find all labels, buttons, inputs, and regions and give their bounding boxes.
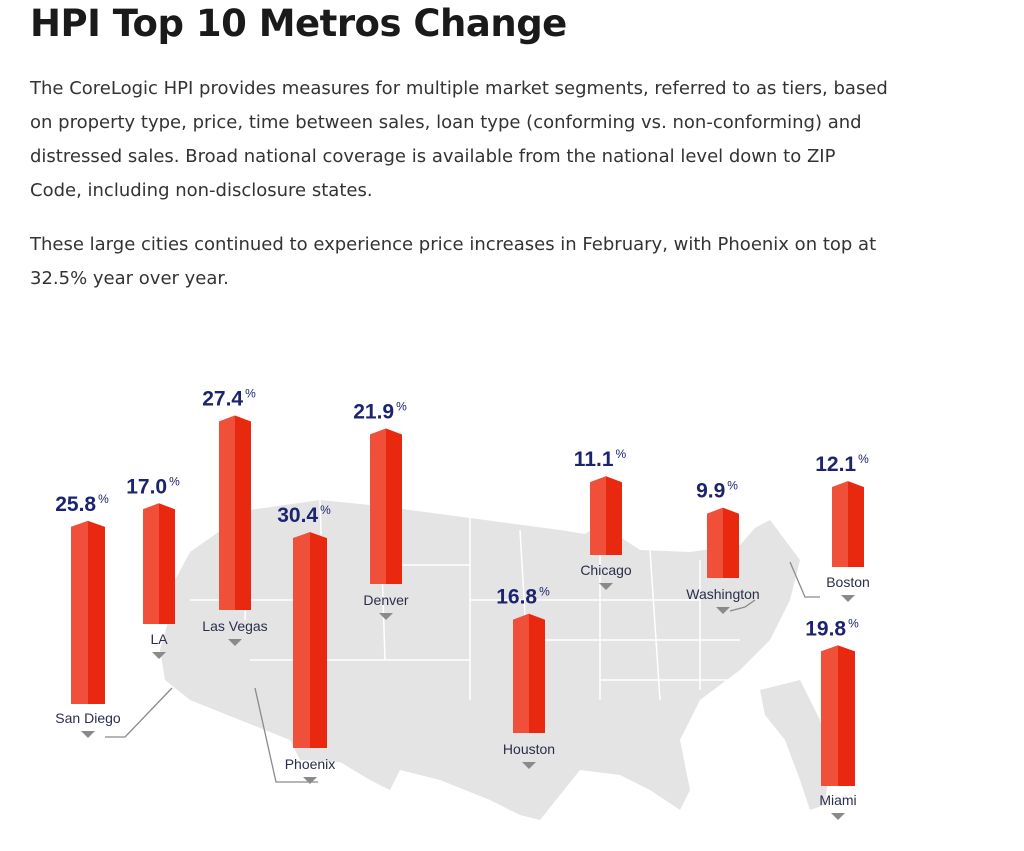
value-suffix: % xyxy=(858,452,869,466)
value-suffix: % xyxy=(848,616,859,630)
bar-washington: 9.9 % Washington xyxy=(686,479,760,614)
pointer-icon xyxy=(599,583,613,590)
bar-denver: 21.9 % Denver xyxy=(353,400,409,620)
bar-highlight xyxy=(71,520,88,704)
pointer-icon xyxy=(522,762,536,769)
intro-paragraph: The CoreLogic HPI provides measures for … xyxy=(30,78,888,201)
value-suffix: % xyxy=(98,492,109,506)
bar-las-vegas: 27.4 % Las Vegas xyxy=(202,386,268,646)
value-label: 11.1% xyxy=(574,447,627,471)
bar-highlight xyxy=(590,476,606,555)
pointer-icon xyxy=(831,813,845,820)
page-title: HPI Top 10 Metros Change xyxy=(30,2,567,45)
bar-miami: 19.8 % Miami xyxy=(805,616,859,820)
bar-highlight xyxy=(832,481,848,567)
pointer-icon xyxy=(841,595,855,602)
city-label: Phoenix xyxy=(285,756,336,772)
bar-highlight xyxy=(219,415,235,610)
value-label: 21.9% xyxy=(353,400,407,424)
city-label: LA xyxy=(150,631,168,647)
city-label: Las Vegas xyxy=(202,618,267,634)
pointer-icon xyxy=(303,777,317,784)
pointer-icon xyxy=(152,652,166,659)
city-label: Chicago xyxy=(580,562,632,578)
value-label: 17.0% xyxy=(126,474,180,498)
value-label: 30.4% xyxy=(277,503,331,527)
florida xyxy=(760,680,830,810)
pointer-icon xyxy=(379,613,393,620)
bar-boston: 12.1 % Boston xyxy=(815,452,870,602)
value-label: 27.4% xyxy=(202,386,256,410)
bar-highlight xyxy=(293,532,310,748)
value-label: 25.8% xyxy=(55,492,109,516)
value-suffix: % xyxy=(320,503,331,517)
value-suffix: % xyxy=(616,447,627,461)
metro-hpi-chart: 25.8 % San Diego 17.0 % LA 27.4 % Las Vegas 30.4%… xyxy=(55,386,870,820)
value-label: 12.1% xyxy=(815,452,869,476)
pointer-icon xyxy=(228,639,242,646)
value-suffix: % xyxy=(727,479,738,493)
bar-chicago: 11.1 % Chicago xyxy=(574,447,632,590)
city-label: Miami xyxy=(819,792,856,808)
bar-phoenix: 30.4 % Phoenix xyxy=(277,503,335,784)
bar-highlight xyxy=(513,613,529,733)
bar-la: 17.0 % LA xyxy=(126,474,180,659)
city-label: San Diego xyxy=(55,710,121,726)
value-suffix: % xyxy=(539,585,550,599)
bar-highlight xyxy=(821,645,838,786)
bar-highlight xyxy=(370,428,386,584)
bar-group: 25.8 % San Diego 17.0 % LA 27.4 % Las Vegas 30.4%… xyxy=(55,386,870,820)
summary-paragraph: These large cities continued to experien… xyxy=(30,234,877,289)
value-suffix: % xyxy=(169,474,180,488)
value-label: 9.9% xyxy=(696,479,738,503)
pointer-icon xyxy=(81,731,95,738)
value-label: 19.8% xyxy=(805,616,859,640)
bar-houston: 16.8 %Houston xyxy=(496,585,555,769)
bar-highlight xyxy=(707,507,723,578)
value-suffix: % xyxy=(245,386,256,400)
label-connectors xyxy=(105,561,820,783)
pointer-icon xyxy=(716,607,730,614)
city-label: Boston xyxy=(826,574,870,590)
value-suffix: % xyxy=(396,400,407,414)
city-label: Washington xyxy=(686,586,759,602)
bar-san-diego: 25.8 % San Diego xyxy=(55,492,121,738)
city-label: Denver xyxy=(363,592,408,608)
city-label: Houston xyxy=(503,741,555,757)
bar-highlight xyxy=(143,503,159,624)
